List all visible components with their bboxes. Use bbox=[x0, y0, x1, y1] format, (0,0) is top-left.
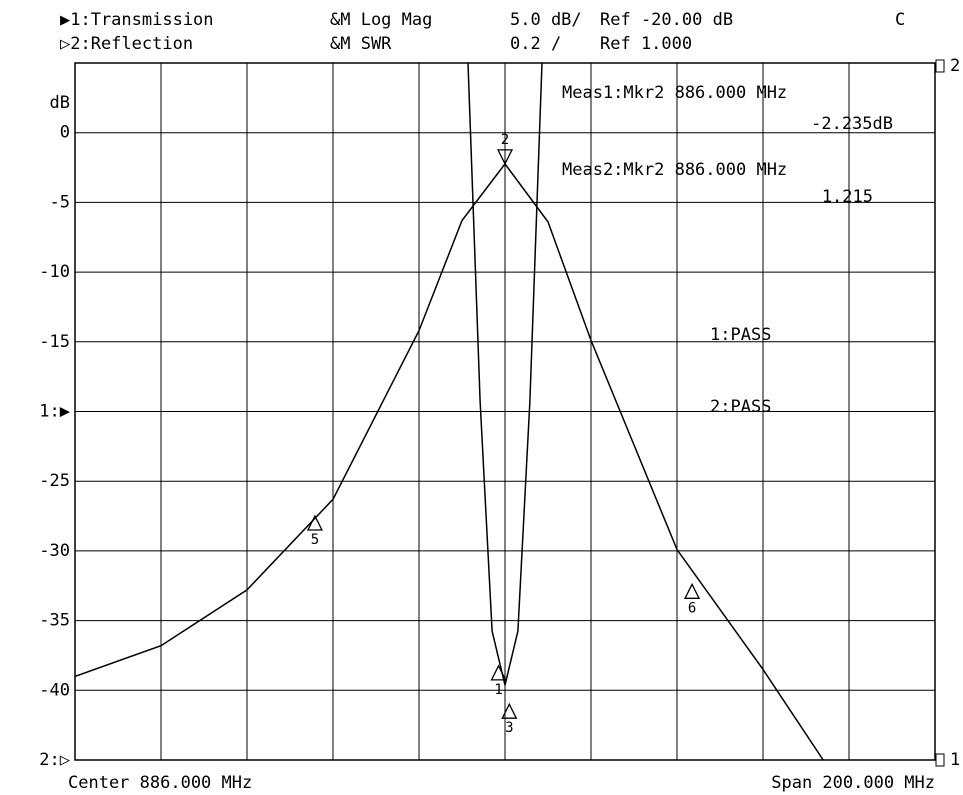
trace-setting: Ref 1.000 bbox=[600, 34, 692, 54]
marker-label: 5 bbox=[311, 532, 319, 548]
marker bbox=[683, 582, 701, 599]
y-tick-label: -30 bbox=[39, 541, 70, 561]
y-tick-label: -15 bbox=[39, 332, 70, 352]
y-tick-label: -25 bbox=[39, 471, 70, 491]
marker-label: 2 bbox=[501, 132, 509, 148]
trace-setting: C bbox=[895, 10, 905, 30]
y-tick-label: -40 bbox=[39, 680, 70, 700]
trace-setting: &M SWR bbox=[330, 34, 392, 54]
y-tick-label: -5 bbox=[50, 192, 70, 212]
y-tick-label: dB bbox=[50, 93, 70, 113]
trace-line bbox=[75, 162, 824, 760]
trace-setting: 0.2 / bbox=[510, 34, 561, 54]
marker bbox=[306, 514, 323, 531]
trace-line bbox=[467, 63, 543, 686]
edge-label: 2 bbox=[950, 56, 960, 76]
y-tick-label: 0 bbox=[60, 123, 70, 143]
edge-box bbox=[935, 59, 945, 73]
footer-left: Center 886.000 MHz bbox=[68, 773, 252, 793]
marker-label: 6 bbox=[688, 600, 696, 616]
annotation: 1.215 bbox=[822, 187, 873, 207]
edge-box bbox=[935, 753, 945, 767]
annotation: -2.235dB bbox=[811, 114, 893, 134]
marker-label: 3 bbox=[505, 720, 513, 736]
trace-setting: Ref -20.00 dB bbox=[600, 10, 733, 30]
annotation: 2:PASS bbox=[710, 397, 771, 417]
trace-setting: 5.0 dB/ bbox=[510, 10, 582, 30]
footer-right: Span 200.000 MHz bbox=[771, 773, 935, 793]
trace-setting: &M Log Mag bbox=[330, 10, 432, 30]
y-tick-label: 2:▷ bbox=[39, 750, 70, 770]
y-tick-label: -10 bbox=[39, 262, 70, 282]
annotation: Meas2:Mkr2 886.000 MHz bbox=[562, 160, 787, 180]
edge-label: 1 bbox=[950, 750, 960, 770]
marker-label: 1 bbox=[494, 682, 502, 698]
marker bbox=[501, 702, 518, 719]
annotation: 1:PASS bbox=[710, 325, 771, 345]
traces bbox=[75, 63, 824, 760]
annotation: Meas1:Mkr2 886.000 MHz bbox=[562, 83, 787, 103]
marker bbox=[490, 664, 507, 681]
trace-name: ▶1:Transmission bbox=[60, 10, 214, 30]
y-tick-label: -35 bbox=[39, 611, 70, 631]
trace-name: ▷2:Reflection bbox=[60, 34, 193, 54]
y-tick-label: 1:▶ bbox=[39, 402, 70, 422]
marker bbox=[496, 149, 514, 166]
